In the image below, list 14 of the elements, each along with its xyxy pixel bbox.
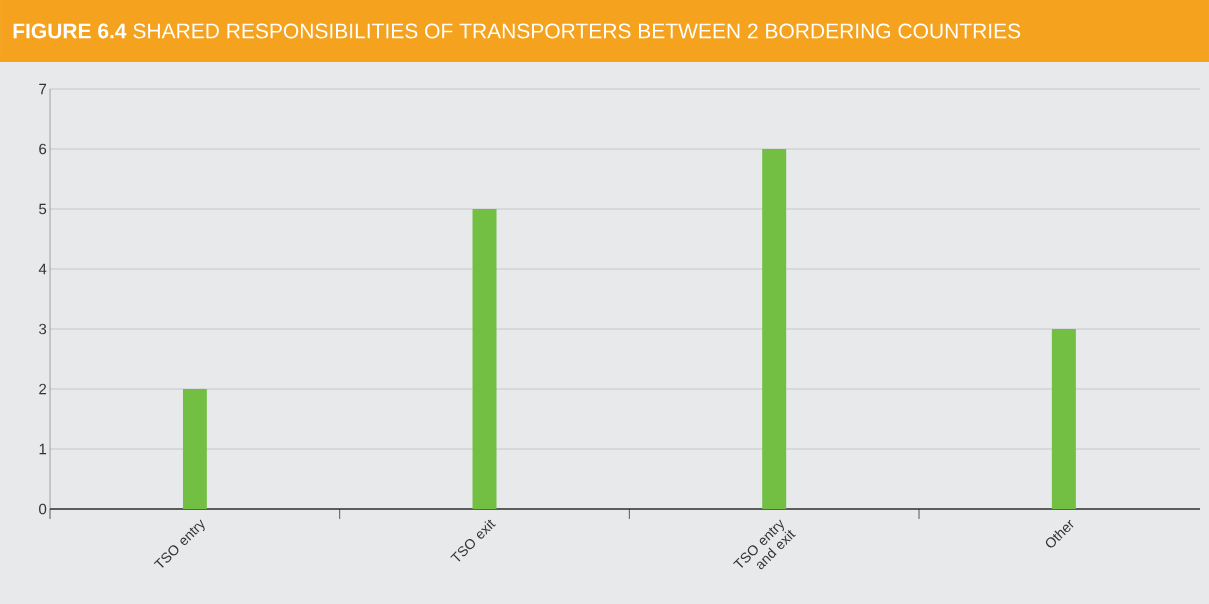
y-tick-label: 1 (39, 443, 47, 455)
bar (1051, 328, 1076, 509)
y-tick-label: 7 (39, 83, 47, 95)
bar (762, 149, 787, 509)
y-tick-label: 5 (39, 203, 47, 215)
y-tick-label: 4 (38, 263, 47, 275)
x-tick-label: TSO exit (450, 519, 496, 562)
bar (472, 208, 497, 509)
y-tick-label: 2 (39, 383, 47, 395)
chart-title: FIGURE 6.4 SHARED RESPONSIBILITIES OF TRANSPORTERS BETWEEN 2 BORDERING COUNTRIES (13, 23, 1021, 39)
y-tick-label: 6 (39, 143, 47, 155)
y-tick-label: 3 (39, 323, 47, 335)
bar (182, 388, 207, 509)
y-tick-label: 0 (39, 503, 47, 515)
